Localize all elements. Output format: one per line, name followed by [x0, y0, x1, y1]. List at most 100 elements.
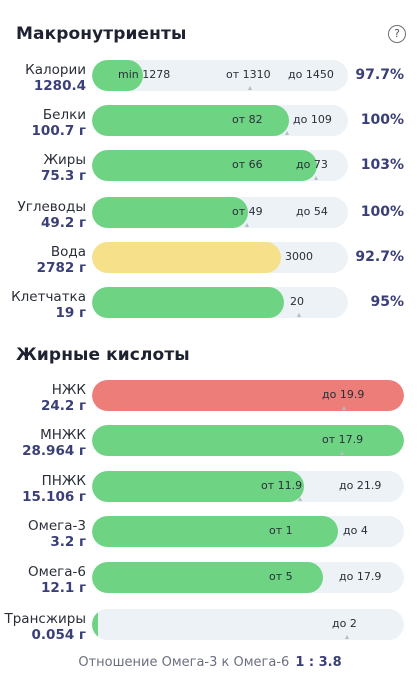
fatty-acid-label: Омега-6 — [28, 564, 86, 580]
fatty-acids-title: Жирные кислоты — [16, 345, 190, 365]
macro-progress-track: от 66 до 73 — [92, 150, 348, 181]
fatty-acid-row[interactable]: Омега-6 12.1 г от 5 до 17.9 — [0, 562, 420, 602]
macro-marker-tick — [314, 176, 318, 180]
fatty-acid-progress-track: от 5 до 17.9 — [92, 562, 404, 593]
fatty-acid-label: МНЖК — [40, 427, 86, 443]
macro-value: 75.3 г — [40, 168, 86, 184]
macro-marker-label: от 66 — [232, 158, 263, 171]
fatty-acid-marker-label: от 5 — [269, 570, 293, 583]
macro-row[interactable]: Жиры 75.3 г от 66 до 73 103% — [0, 150, 420, 190]
macro-marker-label: 20 — [290, 295, 304, 308]
omega-ratio-value: 1 : 3.8 — [295, 655, 342, 670]
macro-label: Белки — [42, 107, 86, 123]
omega-ratio-label: Отношение Омега-3 к Омега-6 — [78, 655, 290, 670]
fatty-acid-value: 28.964 г — [22, 443, 86, 459]
macro-marker-tick — [297, 313, 301, 317]
macro-marker-label: от 49 — [232, 205, 263, 218]
macro-row[interactable]: Клетчатка 19 г 20 95% — [0, 287, 420, 327]
macro-progress-fill — [92, 105, 289, 136]
fatty-acid-row[interactable]: МНЖК 28.964 г от 17.9 — [0, 425, 420, 465]
fatty-acid-label: НЖК — [51, 382, 86, 398]
fatty-acid-progress-track: от 1 до 4 — [92, 516, 404, 547]
macro-value: 49.2 г — [40, 215, 86, 231]
macro-label: Калории — [25, 62, 86, 78]
fatty-acid-progress-fill — [92, 516, 338, 547]
fatty-acid-progress-fill — [92, 425, 404, 456]
macro-progress-fill — [92, 242, 281, 273]
fatty-acid-progress-fill — [92, 562, 323, 593]
fatty-acid-marker-tick — [340, 451, 344, 455]
macro-marker-label: до 73 — [296, 158, 328, 171]
macro-row[interactable]: Белки 100.7 г от 82 до 109 100% — [0, 105, 420, 145]
macro-marker-tick — [285, 131, 289, 135]
fatty-acid-progress-track: от 11.9 до 21.9 — [92, 471, 404, 502]
macro-label: Жиры — [43, 152, 86, 168]
macro-value: 2782 г — [36, 260, 86, 276]
macro-row[interactable]: Калории 1280.4 min 1278 от 1310 до 1450 97.7% — [0, 60, 420, 100]
macro-percent: 100% — [360, 204, 404, 220]
help-icon[interactable]: ? — [388, 25, 406, 43]
macro-row[interactable]: Вода 2782 г 3000 92.7% — [0, 242, 420, 282]
fatty-acid-marker-label: до 21.9 — [339, 479, 382, 492]
macro-label: Клетчатка — [11, 289, 86, 305]
fatty-acid-progress-track: от 17.9 — [92, 425, 404, 456]
macro-percent: 92.7% — [355, 249, 404, 265]
macro-progress-fill — [92, 150, 317, 181]
fatty-acid-label: Омега-3 — [28, 518, 86, 534]
macro-percent: 95% — [370, 294, 404, 310]
macros-title: Макронутриенты — [16, 24, 187, 44]
macro-marker-label: от 82 — [232, 113, 263, 126]
fatty-acid-marker-label: до 19.9 — [322, 388, 365, 401]
fatty-acid-row[interactable]: ПНЖК 15.106 г от 11.9 до 21.9 — [0, 471, 420, 511]
macro-progress-track: 20 — [92, 287, 348, 318]
fatty-acid-progress-fill — [92, 471, 304, 502]
fatty-acid-marker-label: от 17.9 — [322, 433, 364, 446]
macro-marker-label: 3000 — [285, 250, 313, 263]
fatty-acid-marker-label: от 11.9 — [261, 479, 303, 492]
omega-ratio: Отношение Омега-3 к Омега-6 1 : 3.8 — [0, 655, 420, 670]
macro-percent: 97.7% — [355, 67, 404, 83]
fatty-acid-progress-track: до 2 — [92, 609, 404, 640]
macro-percent: 103% — [360, 157, 404, 173]
fatty-acid-marker-label: до 17.9 — [339, 570, 382, 583]
fatty-acid-value: 0.054 г — [31, 627, 86, 643]
macro-progress-track: от 49 до 54 — [92, 197, 348, 228]
macro-percent: 100% — [360, 112, 404, 128]
macro-progress-fill — [92, 60, 143, 91]
fatty-acid-progress-fill — [92, 609, 98, 640]
macro-value: 19 г — [55, 305, 86, 321]
macro-marker-tick — [245, 223, 249, 227]
fatty-acid-value: 12.1 г — [40, 580, 86, 596]
macro-marker-label: min 1278 — [118, 68, 171, 81]
fatty-acid-marker-tick — [298, 497, 302, 501]
macro-label: Вода — [50, 244, 86, 260]
fatty-acid-label: ПНЖК — [41, 473, 86, 489]
macro-progress-fill — [92, 197, 248, 228]
fatty-acid-progress-fill — [92, 380, 404, 411]
macro-value: 1280.4 — [33, 78, 86, 94]
macro-marker-label: до 54 — [296, 205, 328, 218]
fatty-acid-value: 3.2 г — [50, 534, 86, 550]
macro-marker-label: от 1310 — [226, 68, 271, 81]
fatty-acid-marker-label: до 2 — [332, 617, 357, 630]
fatty-acid-value: 15.106 г — [22, 489, 86, 505]
macro-label: Углеводы — [17, 199, 86, 215]
macro-progress-track: 3000 — [92, 242, 348, 273]
macro-progress-fill — [92, 287, 284, 318]
fatty-acid-row[interactable]: Трансжиры 0.054 г до 2 — [0, 609, 420, 649]
macro-marker-label: до 109 — [293, 113, 332, 126]
fatty-acid-row[interactable]: НЖК 24.2 г до 19.9 — [0, 380, 420, 420]
macro-marker-tick — [248, 86, 252, 90]
fatty-acid-row[interactable]: Омега-3 3.2 г от 1 до 4 — [0, 516, 420, 556]
fatty-acid-label: Трансжиры — [4, 611, 86, 627]
fatty-acid-marker-label: до 4 — [343, 524, 368, 537]
fatty-acid-marker-tick — [342, 406, 346, 410]
macro-progress-track: min 1278 от 1310 до 1450 — [92, 60, 348, 91]
macro-progress-track: от 82 до 109 — [92, 105, 348, 136]
fatty-acid-marker-tick — [345, 635, 349, 639]
macro-row[interactable]: Углеводы 49.2 г от 49 до 54 100% — [0, 197, 420, 237]
fatty-acid-marker-label: от 1 — [269, 524, 293, 537]
fatty-acid-progress-track: до 19.9 — [92, 380, 404, 411]
macro-value: 100.7 г — [31, 123, 86, 139]
fatty-acid-value: 24.2 г — [40, 398, 86, 414]
